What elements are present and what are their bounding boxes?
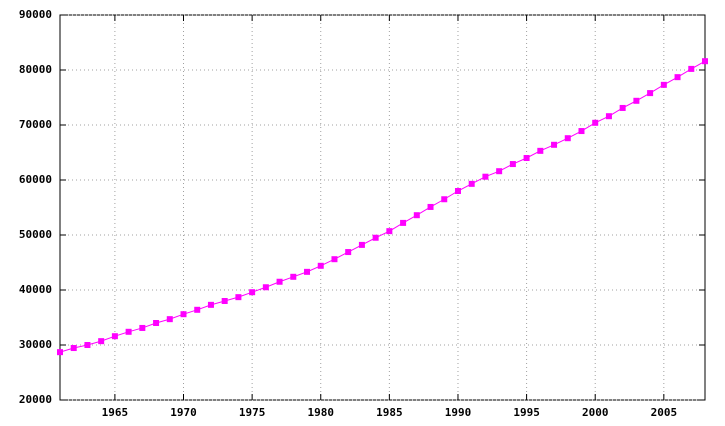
point: [633, 97, 640, 104]
point: [317, 262, 324, 269]
point: [551, 141, 558, 148]
point: [509, 161, 516, 168]
y-tick-label: 40000: [19, 283, 52, 296]
y-tick-label: 20000: [19, 393, 52, 406]
point: [702, 58, 708, 65]
x-tick-label: 1970: [170, 406, 197, 419]
point: [358, 241, 365, 248]
point: [688, 65, 695, 72]
point: [523, 155, 530, 161]
point: [674, 74, 681, 81]
point: [276, 278, 283, 285]
point: [647, 90, 654, 97]
x-tick-label: 1980: [307, 406, 334, 419]
x-tick-label: 2005: [651, 406, 678, 419]
point: [84, 342, 91, 348]
y-tick-label: 90000: [19, 8, 52, 21]
point: [249, 289, 256, 296]
point: [482, 173, 489, 180]
point: [345, 249, 352, 256]
point: [386, 228, 393, 235]
point: [400, 219, 407, 226]
point: [468, 180, 475, 187]
x-tick-label: 1965: [102, 406, 129, 419]
point: [70, 345, 77, 352]
point: [221, 298, 228, 304]
y-tick-label: 80000: [19, 63, 52, 76]
x-tick-label: 1985: [376, 406, 403, 419]
point: [304, 268, 311, 275]
point: [660, 81, 667, 88]
point: [207, 301, 214, 308]
point: [372, 234, 379, 241]
point: [454, 188, 461, 194]
point: [111, 333, 118, 340]
point: [139, 324, 146, 331]
point: [235, 294, 242, 301]
point: [166, 316, 173, 323]
plot-frame: [59, 14, 706, 401]
point: [605, 113, 612, 120]
point: [57, 349, 63, 356]
x-tick-label: 1975: [239, 406, 266, 419]
point: [427, 203, 434, 210]
x-tick-label: 1990: [445, 406, 472, 419]
point: [194, 306, 201, 313]
point: [290, 273, 297, 280]
x-tick-label: 2000: [582, 406, 609, 419]
point: [98, 338, 105, 345]
point: [153, 320, 160, 326]
point: [592, 119, 599, 126]
y-tick-label: 60000: [19, 173, 52, 186]
point: [413, 212, 420, 219]
y-tick-label: 50000: [19, 228, 52, 241]
point: [331, 256, 338, 263]
point: [537, 147, 544, 154]
y-tick-label: 70000: [19, 118, 52, 131]
point: [180, 311, 187, 318]
point: [496, 168, 503, 175]
x-tick-label: 1995: [513, 406, 540, 419]
point: [441, 196, 448, 203]
point: [262, 284, 269, 291]
point: [564, 135, 571, 142]
series-line: [59, 60, 706, 353]
y-tick-label: 30000: [19, 338, 52, 351]
point: [578, 128, 585, 135]
point: [125, 328, 132, 335]
point: [619, 104, 626, 111]
